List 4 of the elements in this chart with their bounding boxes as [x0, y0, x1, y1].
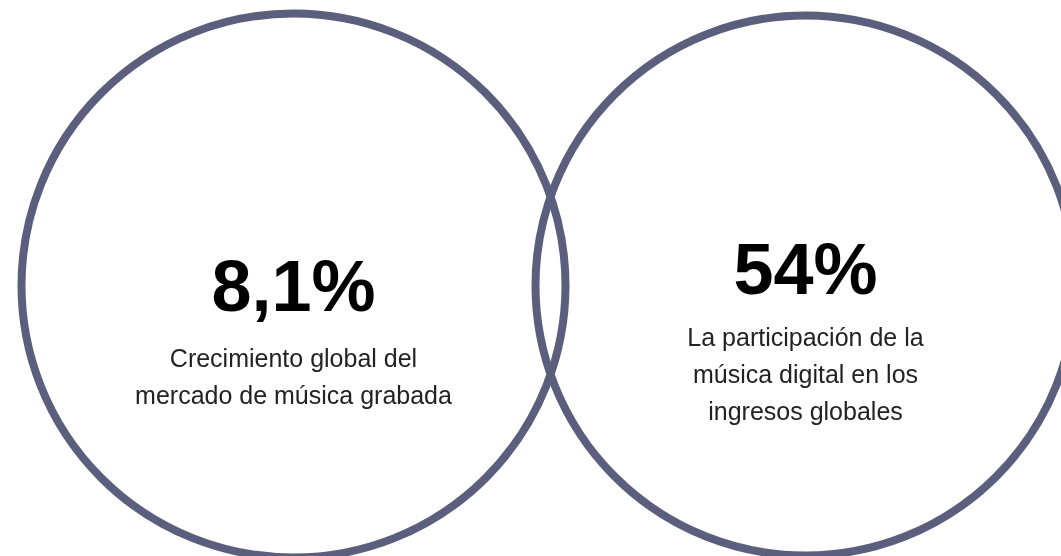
data-label: 54%	[733, 228, 878, 309]
category-label: Crecimiento global del mercado de música grabada	[135, 343, 453, 409]
category-label: La participación de la música digital en los ingresos globales	[687, 322, 924, 425]
data-label: 8,1%	[211, 245, 376, 326]
